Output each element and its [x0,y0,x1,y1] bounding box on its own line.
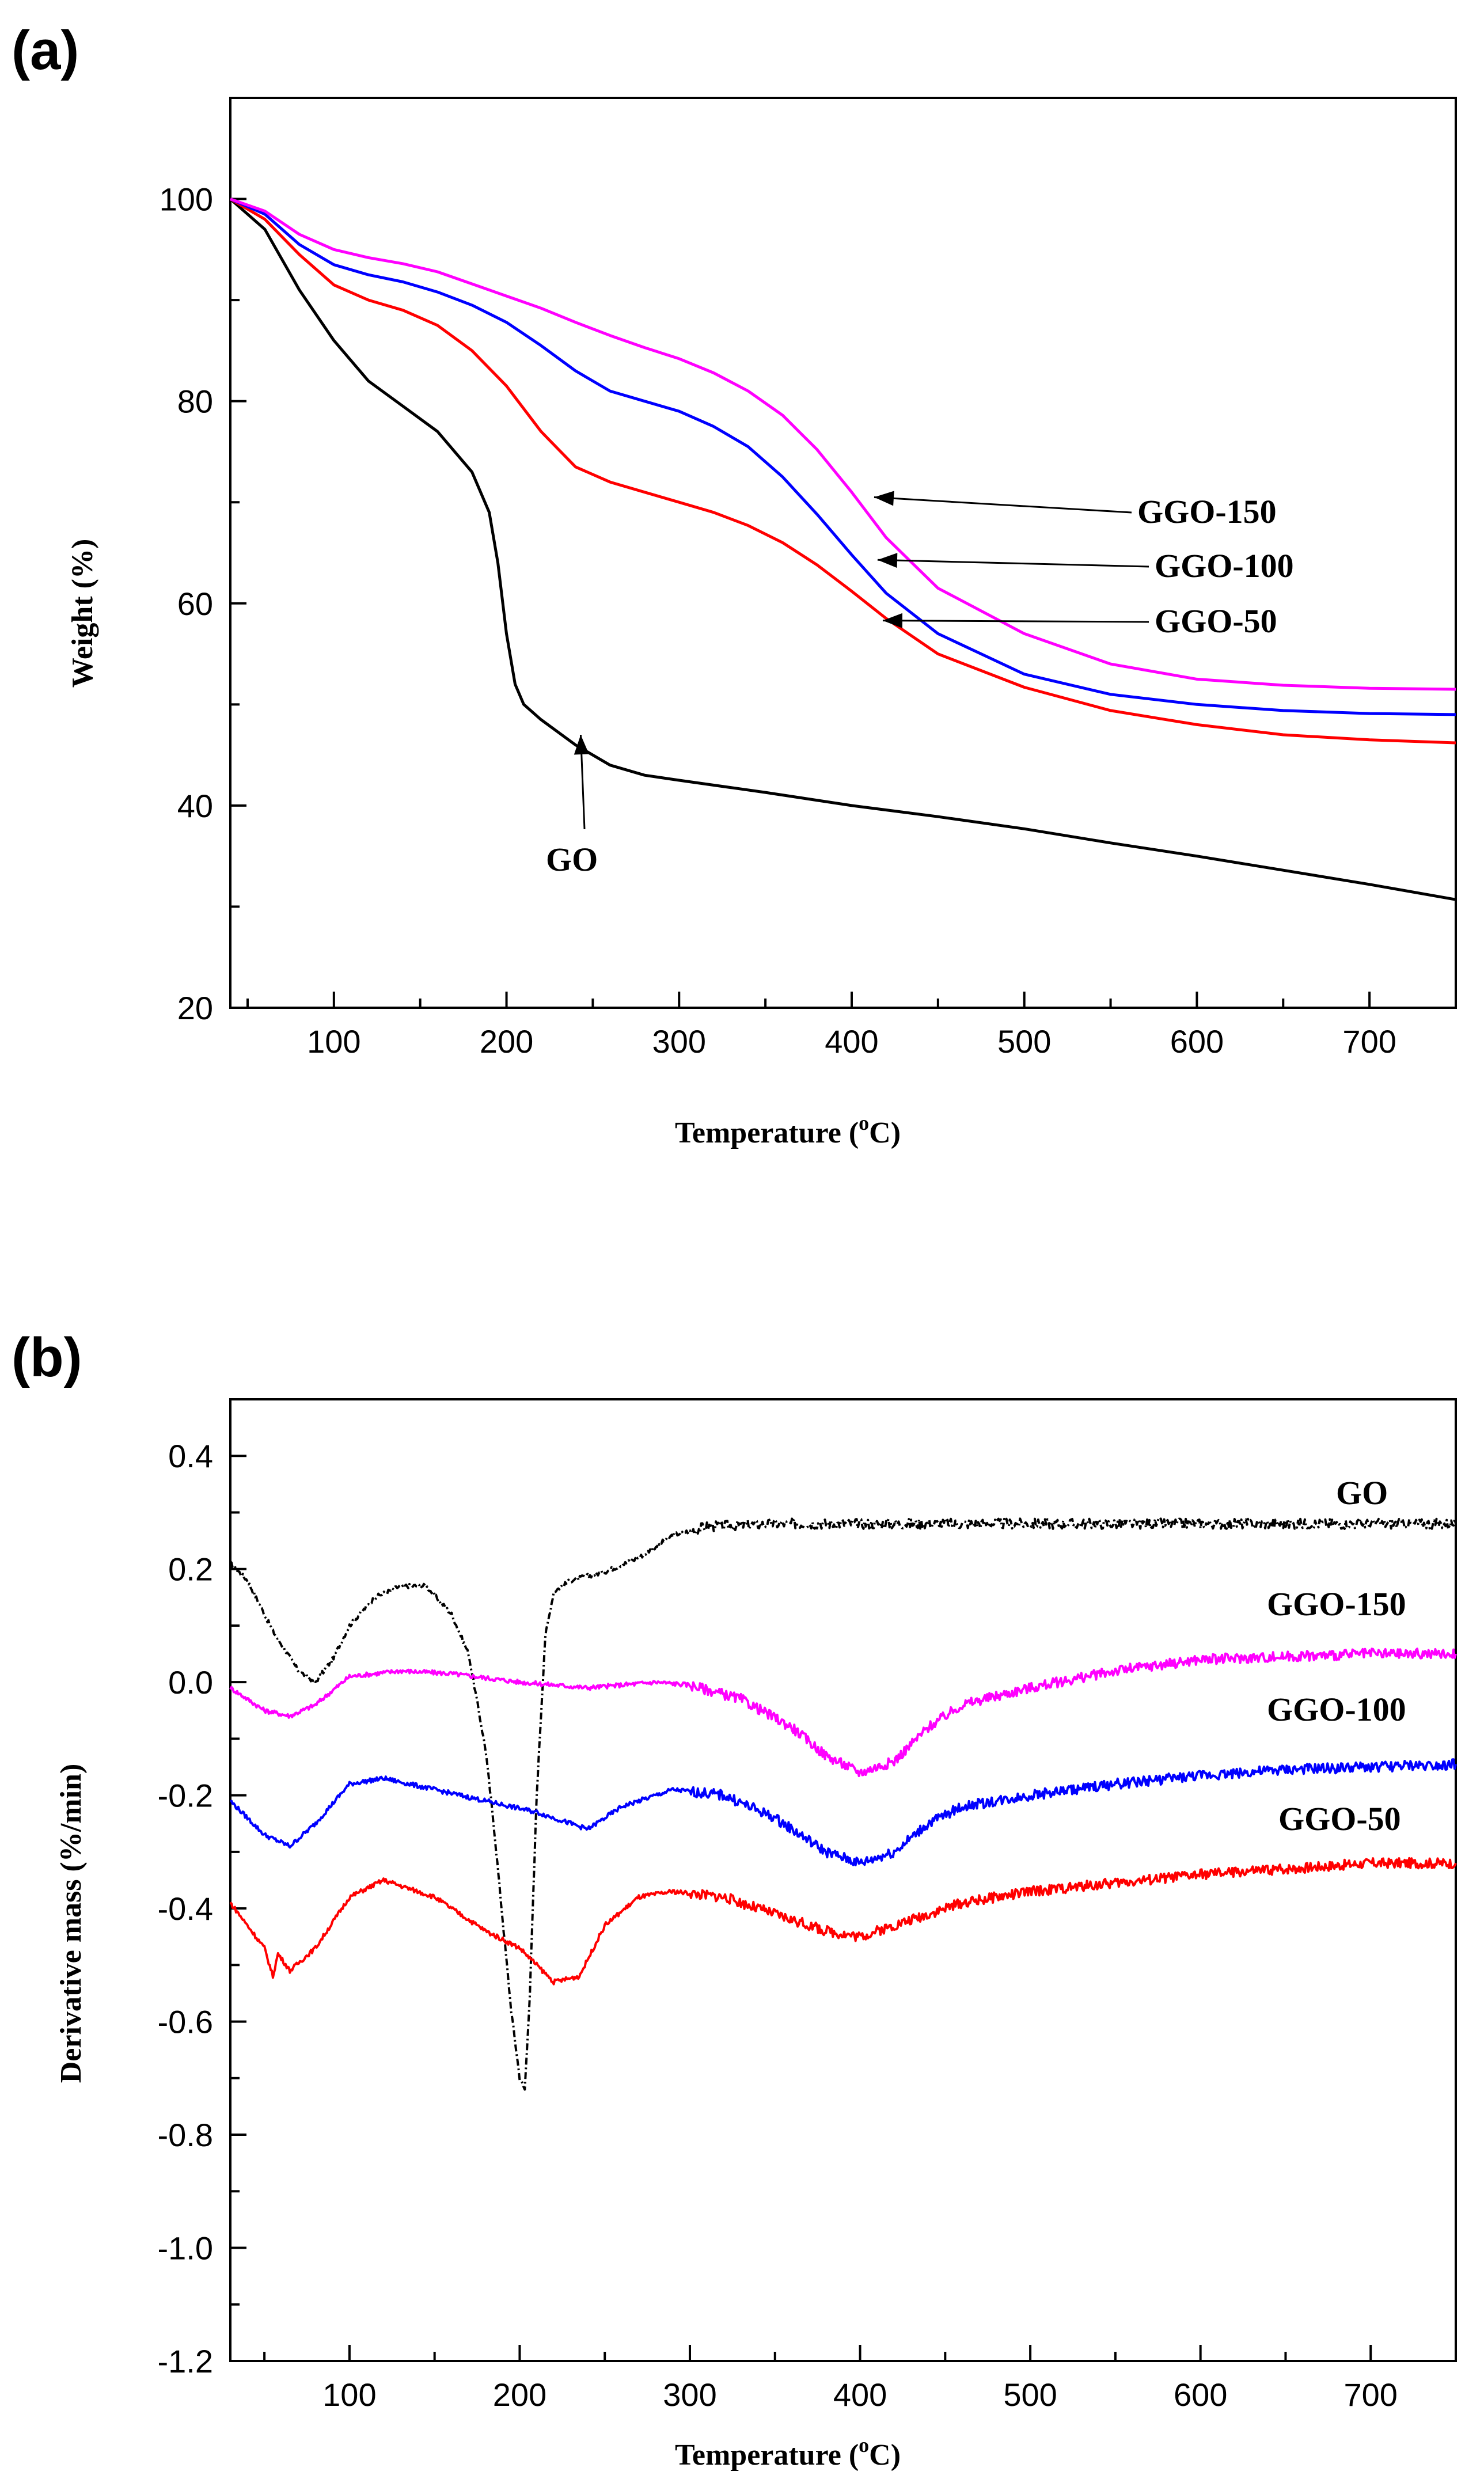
y-tick-label: 0.0 [168,1664,213,1700]
x-tick-label: 400 [833,2377,887,2413]
y-tick-label: -0.4 [158,1891,214,1927]
panel-b-plot-frame [229,1398,1457,2362]
label-go: GO [1336,1474,1388,1512]
x-tick-label: 200 [480,1023,533,1060]
label-ggo-100: GGO-100 [1267,1691,1406,1728]
annotation-arrow-head [874,491,894,506]
panel-b-derivative-chart: (b) 100 200 300 400 500 600 700 -1.2 -1.0 -0.8 -0.… [12,1327,1457,2472]
x-tick-label: 700 [1344,2377,1398,2413]
label-ggo-150: GGO-150 [1137,493,1277,530]
y-tick-label: 20 [177,990,213,1026]
annotation-arrow-head [882,613,902,628]
x-tick-label: 400 [825,1023,878,1060]
y-tick-label: 40 [177,788,213,824]
x-tick-label: 500 [1003,2377,1057,2413]
panel-a-series [229,198,1456,901]
series-line-ggo-150 [229,1648,1457,1777]
panel-a-label: (a) [12,20,79,81]
panel-b-ticks: 100 200 300 400 500 600 700 -1.2 -1.0 -0.8 -0.6 -0.… [158,1398,1457,2413]
panel-b-x-axis-title: Temperature (oC) [675,2434,901,2472]
annotation-arrow-line [877,559,1149,568]
x-tick-label: 600 [1174,2377,1227,2413]
annotation-arrow-head [574,735,589,755]
x-tick-label: 300 [652,1023,706,1060]
annotation-arrow-line [874,496,1132,514]
series-line-ggo-100 [230,1758,1457,1866]
y-tick-label: 0.4 [168,1438,213,1474]
x-tick-label: 100 [322,2377,376,2413]
panel-b-y-axis-title: Derivative mass (%/min) [55,1764,88,2083]
y-tick-label: -1.2 [158,2343,214,2379]
panel-a-y-axis-title: Weight (%) [66,539,99,688]
x-tick-label: 600 [1170,1023,1224,1060]
x-tick-label: 500 [997,1023,1051,1060]
label-go: GO [546,841,598,878]
annotation-arrow-line [882,620,1149,623]
label-ggo-50: GGO-50 [1155,602,1277,640]
annotation-arrow-head [877,553,898,568]
x-tick-label: 100 [307,1023,360,1060]
series-line-ggo-150 [230,198,1456,691]
label-ggo-50: GGO-50 [1278,1800,1401,1838]
y-tick-label: 60 [177,586,213,622]
panel-a-plot-frame [229,97,1457,1009]
x-tick-label: 300 [663,2377,716,2413]
panel-b-label: (b) [12,1327,82,1388]
series-line-ggo-50 [229,1857,1457,1986]
series-line-go [229,198,1456,901]
series-line-ggo-50 [229,198,1456,745]
y-tick-label: -0.8 [158,2117,214,2153]
panel-a-x-axis-title: Temperature (oC) [675,1111,901,1149]
y-tick-label: -1.0 [158,2230,214,2267]
x-tick-label: 200 [493,2377,546,2413]
label-ggo-150: GGO-150 [1267,1585,1406,1623]
y-tick-label: -0.2 [158,1778,214,1814]
panel-a-annotations: GGO-150 GGO-100 GGO-50 GO [546,491,1294,878]
x-tick-label: 700 [1342,1023,1396,1060]
y-tick-label: 0.2 [168,1551,213,1588]
y-tick-label: 100 [160,181,213,218]
series-line-ggo-100 [229,198,1456,716]
panel-b-series [229,1517,1457,2091]
panel-a-ticks: 100 200 300 400 500 600 700 20 40 60 80 100 [160,97,1457,1060]
series-line-go [229,1517,1457,2091]
label-ggo-100: GGO-100 [1155,547,1294,584]
y-tick-label: -0.6 [158,2004,214,2040]
y-tick-label: 80 [177,384,213,420]
panel-b-annotations: GO GGO-150 GGO-100 GGO-50 [1267,1474,1406,1838]
panel-a-weight-chart: (a) 100 200 300 400 500 600 700 20 40 60 80 100 GGO… [12,20,1457,1149]
